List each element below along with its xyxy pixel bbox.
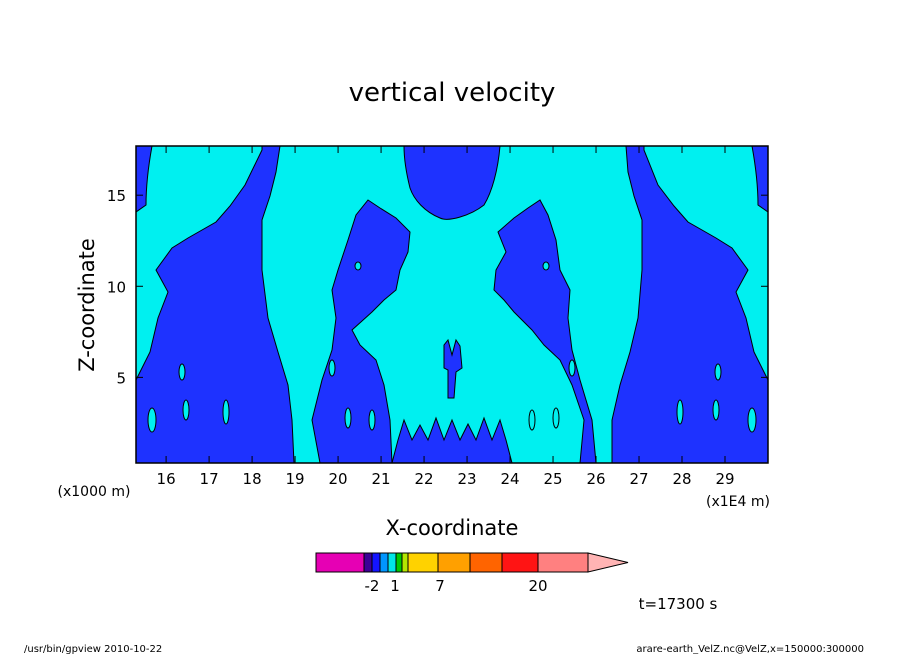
y-tick-label: 10	[107, 278, 126, 296]
colorbar-cell	[407, 552, 439, 573]
chart-title: vertical velocity	[349, 78, 556, 108]
time-label: t=17300 s	[639, 595, 718, 613]
y-tick-label: 5	[116, 369, 126, 387]
x-tick-label: 17	[200, 470, 219, 488]
colorbar-cell	[469, 552, 503, 573]
contour-regions	[136, 146, 768, 463]
contour-island	[552, 407, 560, 429]
colorbar-cell	[395, 552, 403, 573]
colorbar-cell	[401, 552, 409, 573]
contour-region-right-plume	[611, 146, 768, 463]
colorbar-cell	[371, 552, 381, 573]
x-tick-label: 24	[500, 470, 519, 488]
x-secondary-unit-label: (x1000 m)	[58, 484, 131, 500]
contour-island	[182, 399, 190, 421]
x-tick-label: 19	[286, 470, 305, 488]
x-tick-label: 29	[715, 470, 734, 488]
colorbar-tick-label: 7	[435, 577, 445, 595]
footer-left: /usr/bin/gpview 2010-10-22	[24, 644, 162, 654]
contour-islands	[147, 261, 757, 433]
colorbar-cell	[387, 552, 397, 573]
contour-island	[568, 359, 576, 377]
colorbar: -2 1 7 20	[315, 552, 629, 595]
x-tick-label: 25	[543, 470, 562, 488]
x-tick-label: 20	[329, 470, 348, 488]
y-axis: 5 10 15	[107, 187, 768, 387]
contour-island	[178, 363, 186, 381]
colorbar-cell	[437, 552, 471, 573]
plot-frame	[135, 145, 769, 464]
contour-region-top-center	[403, 146, 501, 220]
footer-right: arare-earth_VelZ.nc@VelZ,x=150000:300000	[636, 644, 864, 654]
contour-island	[712, 399, 720, 421]
contour-island	[676, 399, 684, 425]
x-tick-label: 18	[243, 470, 262, 488]
colorbar-cell	[363, 552, 373, 573]
colorbar-cell	[379, 552, 389, 573]
colorbar-tick-label: 1	[390, 577, 400, 595]
contour-region-left-plume	[136, 146, 295, 463]
x-axis: 16 17 18 19 20 21 22 23 24 25 26 27 28 29	[157, 146, 735, 488]
colorbar-extend-arrow	[587, 552, 629, 573]
x-tick-label: 21	[372, 470, 391, 488]
contour-island	[354, 261, 362, 271]
contour-region-left-center	[311, 199, 411, 463]
x-tick-label: 28	[672, 470, 691, 488]
contour-island	[528, 409, 536, 431]
contour-region-right-center	[493, 199, 597, 463]
colorbar-cell	[501, 552, 539, 573]
y-axis-label: Z-coordinate	[75, 238, 99, 372]
contour-island	[714, 363, 722, 381]
contour-region-center-feature	[443, 338, 463, 399]
contour-island	[344, 407, 352, 429]
colorbar-tick-label: -2	[365, 577, 380, 595]
x-unit-label: (x1E4 m)	[706, 494, 770, 510]
x-tick-label: 22	[415, 470, 434, 488]
x-tick-label: 26	[586, 470, 605, 488]
contour-island	[147, 407, 157, 433]
x-tick-label: 23	[458, 470, 477, 488]
colorbar-tick-label: 20	[528, 577, 547, 595]
contour-island	[368, 409, 376, 431]
x-tick-label: 16	[157, 470, 176, 488]
contour-island	[542, 261, 550, 271]
contour-island	[328, 359, 336, 377]
colorbar-cell	[315, 552, 365, 573]
plot-area	[135, 145, 769, 464]
contour-island	[222, 399, 230, 425]
colorbar-cell	[537, 552, 589, 573]
contour-island	[747, 407, 757, 433]
x-tick-label: 27	[629, 470, 648, 488]
contour-region-bottom-center	[391, 416, 513, 463]
y-tick-label: 15	[107, 187, 126, 205]
x-axis-label: X-coordinate	[386, 516, 519, 540]
